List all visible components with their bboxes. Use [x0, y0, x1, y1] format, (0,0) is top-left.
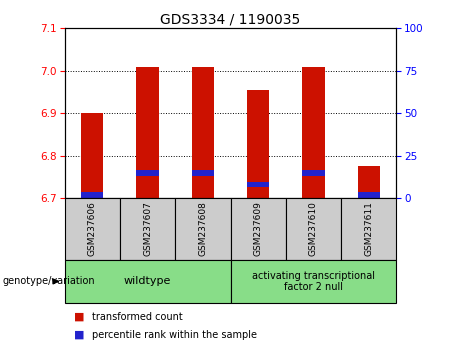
Bar: [136, 170, 159, 176]
Bar: [120, 198, 175, 260]
Bar: [81, 113, 103, 198]
Text: GSM237611: GSM237611: [364, 201, 373, 256]
Bar: [65, 198, 120, 260]
Bar: [192, 170, 214, 176]
Text: GDS3334 / 1190035: GDS3334 / 1190035: [160, 12, 301, 27]
Bar: [358, 192, 380, 198]
Bar: [286, 198, 341, 260]
Bar: [302, 170, 325, 176]
Text: ■: ■: [74, 330, 84, 339]
Text: percentile rank within the sample: percentile rank within the sample: [92, 330, 257, 339]
Bar: [81, 192, 103, 198]
Text: activating transcriptional
factor 2 null: activating transcriptional factor 2 null: [252, 270, 375, 292]
Bar: [175, 198, 230, 260]
Bar: [341, 198, 396, 260]
Bar: [230, 260, 396, 303]
Text: genotype/variation: genotype/variation: [2, 276, 95, 286]
Text: transformed count: transformed count: [92, 312, 183, 322]
Bar: [230, 198, 286, 260]
Text: GSM237608: GSM237608: [198, 201, 207, 256]
Bar: [358, 166, 380, 198]
Bar: [247, 90, 269, 198]
Bar: [65, 260, 230, 303]
Text: GSM237606: GSM237606: [88, 201, 97, 256]
Text: ■: ■: [74, 312, 84, 322]
Bar: [136, 67, 159, 198]
Bar: [302, 67, 325, 198]
Bar: [192, 67, 214, 198]
Text: GSM237607: GSM237607: [143, 201, 152, 256]
Text: GSM237609: GSM237609: [254, 201, 263, 256]
Text: GSM237610: GSM237610: [309, 201, 318, 256]
Bar: [247, 182, 269, 187]
Text: wildtype: wildtype: [124, 276, 171, 286]
